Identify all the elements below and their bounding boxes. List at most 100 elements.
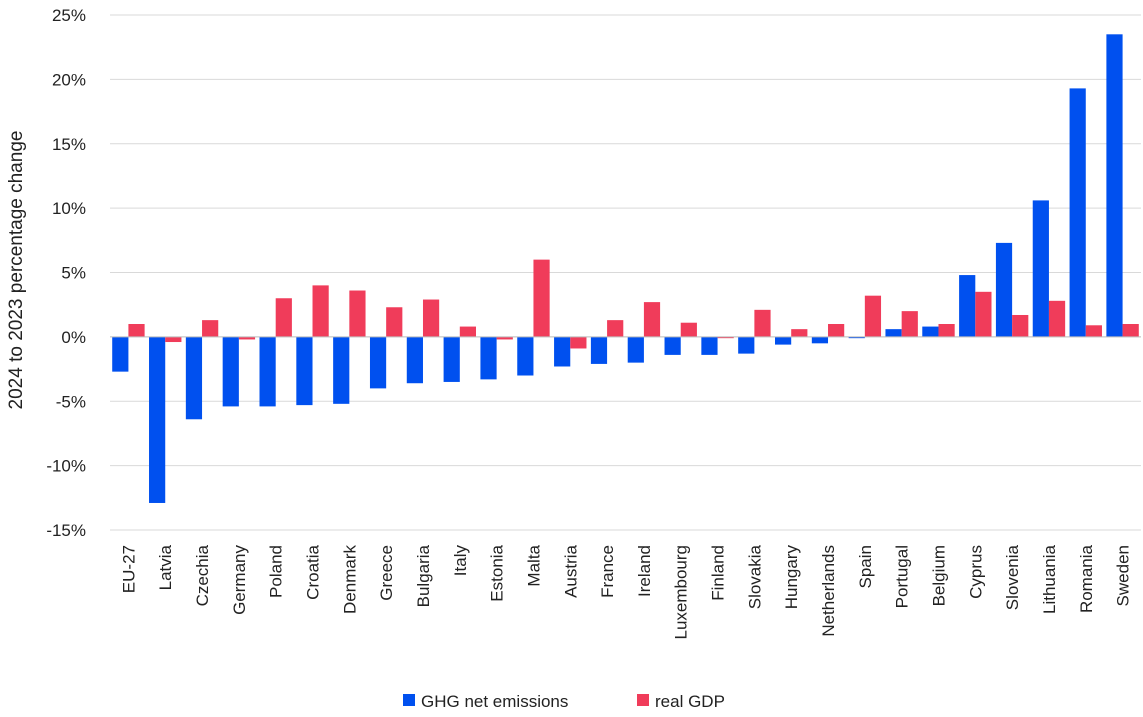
bar-gdp-denmark: [349, 290, 366, 337]
bar-ghg-france: [590, 336, 608, 364]
x-tick-label-malta: Malta: [524, 544, 543, 586]
y-tick-label: -15%: [46, 521, 86, 540]
bar-gdp-ireland: [643, 302, 661, 337]
bar-ghg-spain: [848, 336, 865, 339]
x-tick-label-austria: Austria: [561, 544, 580, 597]
bar-gdp-germany: [238, 336, 256, 340]
bar-ghg-germany: [222, 336, 239, 407]
x-tick-label-belgium: Belgium: [930, 545, 949, 606]
bar-gdp-luxembourg: [680, 322, 697, 337]
y-tick-label: -10%: [46, 457, 86, 476]
bar-ghg-portugal: [885, 329, 902, 337]
bar-ghg-greece: [369, 336, 387, 389]
x-tick-label-croatia: Croatia: [304, 544, 323, 599]
bar-ghg-finland: [701, 336, 718, 355]
bar-ghg-eu-27: [112, 336, 129, 372]
y-tick-label: 5%: [61, 264, 86, 283]
bar-gdp-estonia: [496, 336, 513, 340]
bars: [110, 34, 1141, 503]
bar-gdp-sweden: [1122, 324, 1139, 337]
x-tick-label-slovakia: Slovakia: [745, 544, 764, 609]
bar-gdp-bulgaria: [422, 299, 440, 337]
x-tick-label-luxembourg: Luxembourg: [672, 545, 691, 640]
legend: GHG net emissions real GDP: [403, 692, 725, 711]
legend-label-gdp: real GDP: [655, 692, 725, 711]
y-tick-label: 10%: [52, 199, 86, 218]
bar-ghg-poland: [259, 336, 276, 407]
bar-ghg-ireland: [627, 336, 644, 363]
bar-gdp-lithuania: [1048, 300, 1066, 337]
legend-swatch-ghg: [403, 694, 415, 706]
bar-ghg-netherlands: [811, 336, 829, 344]
x-tick-label-latvia: Latvia: [156, 544, 175, 590]
bar-gdp-belgium: [938, 324, 955, 337]
x-tick-label-ireland: Ireland: [635, 545, 654, 597]
bar-gdp-eu-27: [128, 324, 145, 337]
x-tick-label-czechia: Czechia: [193, 544, 212, 606]
x-tick-label-poland: Poland: [267, 545, 286, 598]
bar-gdp-portugal: [901, 311, 918, 337]
y-axis-title: 2024 to 2023 percentage change: [6, 131, 27, 410]
y-tick-label: 20%: [52, 70, 86, 89]
x-tick-label-portugal: Portugal: [893, 545, 912, 608]
y-tick-label: 15%: [52, 135, 86, 154]
bar-ghg-sweden: [1106, 34, 1123, 337]
x-tick-label-finland: Finland: [709, 545, 728, 601]
bar-ghg-slovenia: [995, 242, 1013, 337]
bar-gdp-latvia: [165, 336, 182, 343]
bar-ghg-hungary: [775, 336, 792, 345]
x-tick-label-romania: Romania: [1077, 544, 1096, 613]
x-tick-label-italy: Italy: [451, 545, 470, 577]
bar-ghg-estonia: [480, 336, 497, 380]
bar-gdp-malta: [533, 259, 550, 337]
bar-gdp-netherlands: [828, 324, 845, 337]
x-tick-label-hungary: Hungary: [782, 545, 801, 610]
legend-swatch-gdp: [637, 694, 649, 706]
x-axis-tick-labels: EU-27 Latvia Czechia Germany Poland Croatia De…: [119, 544, 1132, 639]
bar-ghg-croatia: [296, 336, 313, 406]
bar-gdp-austria: [570, 336, 587, 349]
x-tick-label-eu-27: EU-27: [119, 545, 138, 593]
legend-label-ghg: GHG net emissions: [421, 692, 568, 711]
bar-ghg-italy: [443, 336, 460, 382]
x-tick-label-denmark: Denmark: [340, 545, 359, 614]
x-tick-label-sweden: Sweden: [1114, 545, 1133, 606]
bar-ghg-bulgaria: [406, 336, 423, 384]
bar-ghg-romania: [1069, 88, 1086, 337]
bar-gdp-slovenia: [1012, 314, 1029, 337]
bar-gdp-greece: [386, 307, 403, 337]
y-tick-label: -5%: [56, 392, 86, 411]
x-tick-label-slovenia: Slovenia: [1003, 544, 1022, 610]
x-tick-label-cyprus: Cyprus: [966, 545, 985, 599]
bar-gdp-france: [607, 320, 624, 337]
bar-ghg-luxembourg: [664, 336, 681, 355]
gridlines: [110, 14, 1141, 531]
x-tick-label-bulgaria: Bulgaria: [414, 544, 433, 607]
bar-ghg-lithuania: [1032, 200, 1049, 337]
bar-gdp-hungary: [791, 329, 808, 337]
x-tick-label-germany: Germany: [230, 545, 249, 615]
x-tick-label-france: France: [598, 545, 617, 598]
y-axis-tick-labels: -15% -10% -5% 0% 5% 10% 15% 20% 25%: [46, 6, 86, 540]
x-tick-label-netherlands: Netherlands: [819, 545, 838, 637]
bar-gdp-czechia: [202, 320, 219, 337]
y-tick-label: 25%: [52, 6, 86, 25]
bar-gdp-slovakia: [754, 309, 771, 337]
x-tick-label-spain: Spain: [856, 545, 875, 588]
bar-gdp-finland: [717, 336, 734, 339]
bar-gdp-italy: [459, 326, 476, 337]
bar-ghg-malta: [517, 336, 534, 376]
x-tick-label-estonia: Estonia: [488, 544, 507, 601]
y-tick-label: 0%: [61, 328, 86, 347]
bar-ghg-latvia: [149, 336, 166, 503]
bar-ghg-czechia: [185, 336, 203, 420]
x-tick-label-lithuania: Lithuania: [1040, 544, 1059, 614]
bar-gdp-spain: [864, 295, 882, 337]
bar-ghg-denmark: [333, 336, 350, 404]
bar-gdp-romania: [1085, 325, 1102, 337]
bar-ghg-cyprus: [959, 275, 976, 337]
bar-gdp-croatia: [312, 285, 329, 337]
bar-ghg-belgium: [922, 326, 939, 337]
x-tick-label-greece: Greece: [377, 545, 396, 601]
